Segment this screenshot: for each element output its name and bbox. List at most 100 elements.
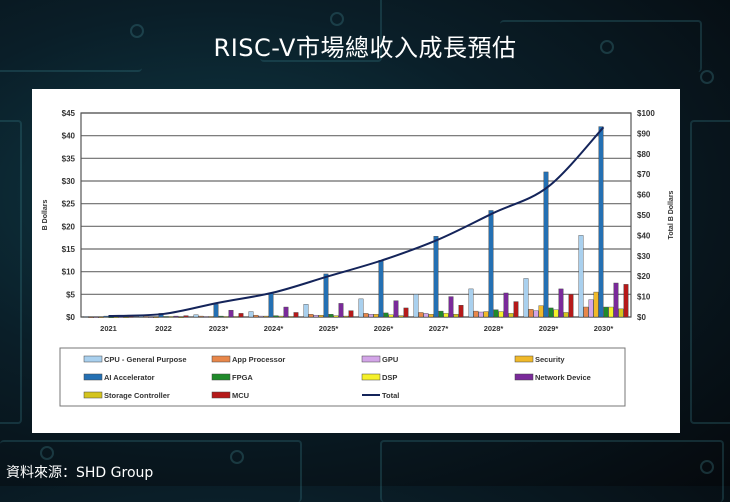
- bar: [293, 312, 299, 318]
- bar: [433, 236, 439, 318]
- chart-legend: CPU - General Purpose App Processor GPU Sec…: [59, 347, 626, 407]
- bar: [163, 316, 169, 318]
- bar: [223, 316, 229, 318]
- legend-swatch: [83, 391, 103, 399]
- y-tick-label: $45: [62, 109, 76, 118]
- bar: [533, 310, 539, 318]
- bar: [588, 299, 594, 318]
- x-tick-label: 2026*: [374, 324, 394, 333]
- y2-tick-label: $90: [637, 129, 651, 138]
- bar: [543, 171, 549, 318]
- bar: [453, 314, 459, 318]
- bar: [418, 312, 424, 318]
- legend-swatch: [361, 373, 381, 381]
- bar: [483, 311, 489, 318]
- bar: [558, 288, 564, 318]
- bar: [318, 314, 324, 318]
- y2-axis-title: Total B Dollars: [668, 190, 675, 239]
- bar: [623, 284, 629, 318]
- bar: [473, 310, 479, 318]
- legend-swatch: [361, 355, 381, 363]
- bar: [438, 310, 444, 318]
- bar: [113, 316, 119, 319]
- bar: [153, 316, 159, 319]
- bar: [148, 316, 154, 319]
- bar: [218, 315, 224, 318]
- bar: [198, 315, 204, 318]
- legend-label: GPU: [382, 355, 398, 364]
- x-tick-label: 2025*: [319, 324, 339, 333]
- bar: [538, 305, 544, 318]
- bar: [363, 313, 369, 318]
- bar-group-2024: [248, 292, 299, 318]
- bar: [598, 126, 604, 318]
- bar: [253, 314, 259, 318]
- y-tick-label: $0: [66, 313, 75, 322]
- y-tick-label: $20: [62, 222, 76, 231]
- y2-tick-label: $50: [637, 211, 651, 220]
- bar-line-chart: $0 $5 $10 $15 $20 $25 $30 $35 $40 $45 $0 $10 $20 $30 $…: [42, 109, 675, 407]
- bar: [183, 315, 189, 318]
- x-tick-label: 2030*: [594, 324, 614, 333]
- bar: [323, 273, 329, 318]
- bar: [278, 315, 284, 318]
- legend-label: Total: [382, 391, 399, 400]
- bar: [368, 314, 374, 318]
- bar: [313, 314, 319, 318]
- bar: [513, 301, 519, 318]
- y2-tick-label: $30: [637, 252, 651, 261]
- bar: [263, 315, 269, 318]
- y2-tick-label: $80: [637, 150, 651, 159]
- bar: [328, 314, 334, 318]
- bar: [103, 315, 109, 318]
- bar: [413, 294, 419, 318]
- bar: [213, 304, 219, 318]
- legend-label: Network Device: [535, 373, 591, 382]
- source-caption: 資料來源：SHD Group: [6, 465, 154, 481]
- legend-label: AI Accelerator: [104, 373, 155, 382]
- bar: [93, 316, 99, 319]
- bar: [443, 313, 449, 318]
- bar: [143, 316, 149, 318]
- bar: [108, 316, 114, 319]
- y-tick-label: $10: [62, 268, 76, 277]
- x-tick-label: 2024*: [264, 324, 284, 333]
- legend-swatch: [514, 373, 534, 381]
- y-tick-label: $15: [62, 245, 76, 254]
- x-tick-label: 2021: [100, 324, 117, 333]
- legend-label: Security: [535, 355, 565, 364]
- bar: [458, 305, 464, 318]
- x-tick-label: 2027*: [429, 324, 449, 333]
- bar: [358, 298, 364, 318]
- bar-group-2028: [468, 210, 519, 318]
- plot-frame: [80, 112, 632, 318]
- bar: [168, 316, 174, 318]
- bar: [603, 306, 609, 318]
- legend-label: FPGA: [232, 373, 253, 382]
- y2-tick-label: $10: [637, 293, 651, 302]
- bar-group-2030: [578, 126, 629, 318]
- bar: [273, 315, 279, 318]
- bar: [498, 311, 504, 318]
- y-axis-title: B Dollars: [42, 200, 49, 231]
- bar: [373, 314, 379, 318]
- bar: [398, 315, 404, 318]
- bar: [388, 314, 394, 318]
- legend-swatch: [514, 355, 534, 363]
- bar: [428, 314, 434, 318]
- bar: [208, 316, 214, 318]
- bar: [378, 260, 384, 318]
- bar: [583, 306, 589, 318]
- bar: [563, 312, 569, 318]
- bar: [288, 316, 294, 318]
- legend-swatch: [211, 391, 231, 399]
- x-tick-label: 2029*: [539, 324, 559, 333]
- bar: [283, 306, 289, 318]
- bar: [343, 315, 349, 318]
- bar: [548, 307, 554, 318]
- bar: [488, 210, 494, 318]
- legend-label: MCU: [232, 391, 249, 400]
- bar: [233, 316, 239, 318]
- bar: [238, 313, 244, 318]
- legend-label: CPU - General Purpose: [104, 355, 187, 364]
